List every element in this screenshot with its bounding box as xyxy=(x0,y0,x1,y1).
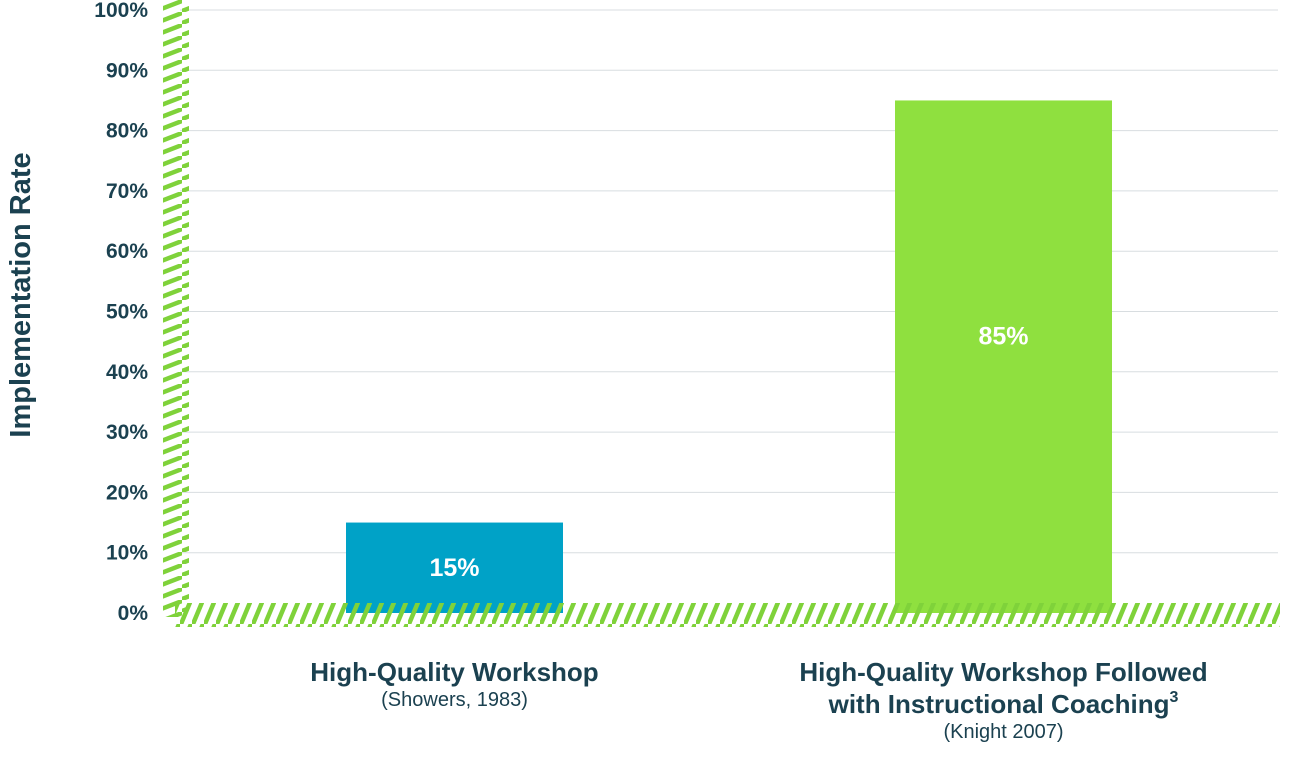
y-axis-title: Implementation Rate xyxy=(5,152,37,437)
axes xyxy=(163,0,1280,627)
y-ticks: 0% 10% 20% 30% 40% 50% 60% 70% 80% 90% 100% xyxy=(94,0,148,625)
category-labels: High-Quality Workshop(Showers, 1983) High… xyxy=(310,657,1207,743)
y-tick-label: 60% xyxy=(106,240,148,263)
y-tick-label: 100% xyxy=(94,0,148,22)
category-label: High-Quality Workshop xyxy=(310,657,598,687)
category-label-text: High-Quality Workshop Followed xyxy=(799,657,1207,687)
y-axis-line xyxy=(163,0,189,617)
bars: 15% 85% xyxy=(346,100,1112,613)
y-tick-label: 40% xyxy=(106,361,148,384)
y-tick-label: 0% xyxy=(118,602,149,625)
y-tick-label: 10% xyxy=(106,542,148,565)
y-tick-label: 80% xyxy=(106,120,148,143)
bar xyxy=(895,100,1112,613)
y-tick-label: 90% xyxy=(106,59,148,82)
category-citation: (Showers, 1983) xyxy=(381,689,528,711)
category-citation: (Knight 2007) xyxy=(943,721,1063,743)
gridlines xyxy=(180,9,1278,554)
y-tick-label: 70% xyxy=(106,180,148,203)
category-label-text: with Instructional Coaching xyxy=(828,689,1170,719)
category-label: with Instructional Coaching3 xyxy=(828,689,1179,719)
y-tick-label: 20% xyxy=(106,481,148,504)
bar-value-label: 85% xyxy=(978,323,1028,351)
bar xyxy=(346,522,563,613)
x-axis-line xyxy=(175,603,1280,627)
category-label-text: High-Quality Workshop xyxy=(310,657,598,687)
category-label: High-Quality Workshop Followed xyxy=(799,657,1207,687)
footnote-superscript: 3 xyxy=(1170,689,1179,706)
bar-value-label: 15% xyxy=(429,554,479,582)
y-tick-label: 30% xyxy=(106,421,148,444)
y-tick-label: 50% xyxy=(106,301,148,324)
